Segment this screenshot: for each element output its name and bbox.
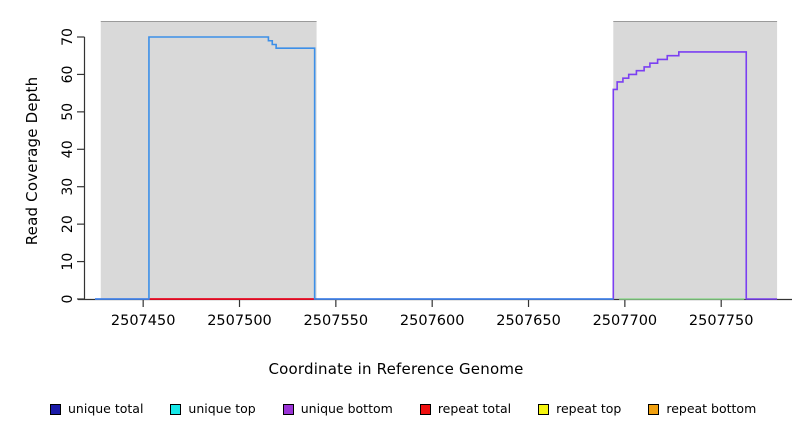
- legend-swatch-icon-repeat-bottom: [648, 403, 660, 415]
- legend-item-unique-total[interactable]: unique total: [50, 401, 144, 416]
- x-tick-label-2507650: 2507650: [496, 313, 561, 329]
- y-tick-label-40: 40: [60, 140, 76, 158]
- legend-swatch-icon-unique-top: [170, 403, 182, 415]
- y-tick-label-10: 10: [60, 253, 76, 271]
- coverage-chart-svg: 0 10 20 30 40 50 60 70 2507450 2507500 2507550 2507…: [60, 21, 792, 329]
- legend-label: repeat bottom: [666, 401, 757, 416]
- legend-label: unique top: [188, 401, 256, 416]
- legend-swatch-icon-unique-total: [50, 403, 61, 415]
- x-tick-label-2507750: 2507750: [689, 313, 754, 329]
- x-tick-label-2507450: 2507450: [111, 313, 176, 329]
- legend-swatch-icon-repeat-top: [538, 403, 550, 415]
- legend-label: repeat total: [437, 401, 512, 416]
- tick-label-group: 0 10 20 30 40 50 60 70 2507450 2507500 2507550 2507…: [60, 28, 753, 329]
- legend-item-unique-top[interactable]: unique top: [170, 401, 256, 416]
- y-tick-label-30: 30: [60, 178, 76, 196]
- legend-swatch-icon-unique-bottom: [282, 403, 294, 415]
- y-tick-label-20: 20: [60, 215, 76, 233]
- legend-item-repeat-top[interactable]: repeat top: [538, 401, 622, 416]
- legend-swatch-icon-repeat-total: [419, 403, 431, 415]
- x-tick-label-2507700: 2507700: [593, 313, 658, 329]
- shaded-regions-group: [100, 21, 778, 299]
- legend-item-unique-bottom[interactable]: unique bottom: [282, 401, 393, 416]
- legend-item-repeat-total[interactable]: repeat total: [419, 401, 512, 416]
- right-shaded-region: [613, 21, 778, 299]
- x-axis-label: Coordinate in Reference Genome: [268, 360, 524, 378]
- legend-label: unique bottom: [300, 401, 393, 416]
- x-tick-label-2507500: 2507500: [207, 313, 272, 329]
- legend-item-repeat-bottom[interactable]: repeat bottom: [648, 401, 757, 416]
- y-tick-label-50: 50: [60, 103, 76, 121]
- x-tick-label-2507550: 2507550: [304, 313, 369, 329]
- plot-area: 0 10 20 30 40 50 60 70 2507450 2507500 2507550 2507…: [60, 21, 792, 329]
- y-tick-label-0: 0: [60, 295, 76, 304]
- y-tick-label-60: 60: [60, 66, 76, 84]
- legend-label: unique total: [68, 401, 144, 416]
- data-series-group: [95, 36, 778, 300]
- chart-legend: unique total unique top unique bottom repea…: [0, 398, 792, 420]
- y-tick-label-70: 70: [60, 28, 76, 46]
- left-shaded-region: [100, 21, 317, 299]
- x-tick-label-2507600: 2507600: [400, 313, 465, 329]
- legend-label: repeat top: [556, 401, 622, 416]
- series-left-peak-curve: [95, 36, 614, 300]
- series-unique-bottom: [95, 51, 778, 300]
